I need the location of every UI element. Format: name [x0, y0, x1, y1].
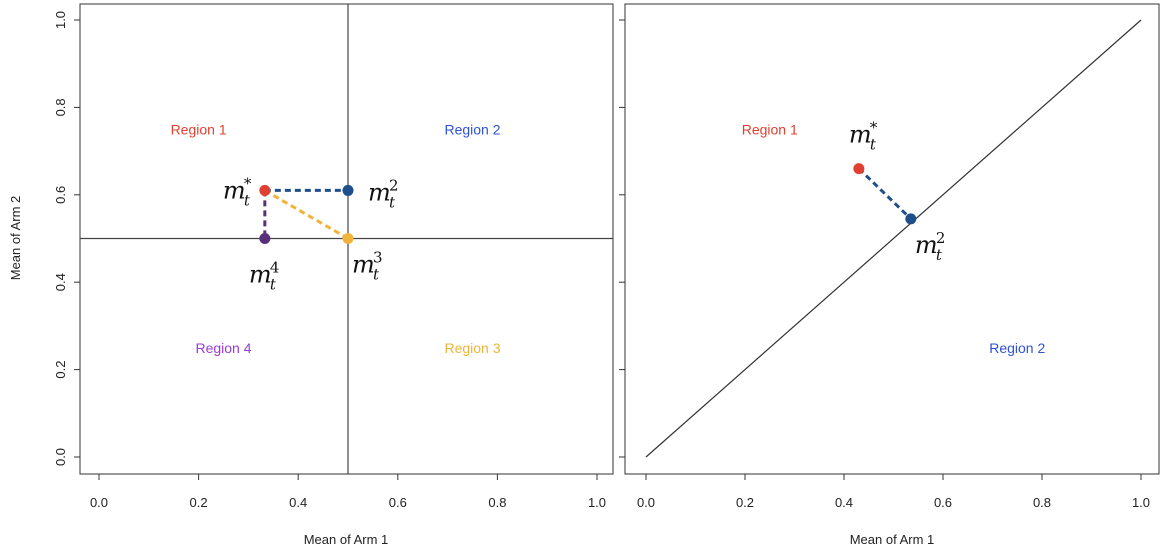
x-tick-label: 0.0 — [637, 495, 655, 510]
point-label: mt2 — [915, 229, 946, 264]
mean-point — [342, 184, 354, 196]
svg-text:t: t — [373, 266, 380, 284]
plot-frame-right — [624, 3, 1160, 475]
region-label: Region 1 — [742, 121, 798, 137]
point-label: mt* — [849, 119, 878, 154]
svg-text:m: m — [368, 178, 391, 206]
y-tick-label: 0.2 — [53, 361, 68, 379]
svg-text:3: 3 — [373, 249, 383, 267]
point-label: mt2 — [368, 176, 399, 211]
svg-text:2: 2 — [936, 229, 946, 247]
x-tick-label: 0.6 — [389, 495, 407, 510]
mean-point — [853, 163, 865, 175]
svg-text:m: m — [352, 251, 375, 279]
distance-segment — [857, 167, 912, 220]
x-tick-label: 0.4 — [289, 495, 307, 510]
svg-text:m: m — [849, 121, 872, 149]
region-label: Region 3 — [444, 340, 500, 356]
x-tick-label: 0.8 — [488, 495, 506, 510]
svg-text:t: t — [870, 136, 877, 154]
y-axis-title-left: Mean of Arm 2 — [8, 196, 23, 281]
svg-text:m: m — [223, 176, 246, 204]
region-label: Region 1 — [171, 121, 227, 137]
mean-point — [259, 233, 271, 244]
mean-point — [342, 233, 354, 244]
region-label: Region 2 — [444, 121, 500, 137]
x-tick-label: 0.6 — [934, 495, 952, 510]
y-tick-label: 0.4 — [53, 273, 68, 291]
x-tick-label: 0.8 — [1033, 495, 1051, 510]
distance-segment — [264, 189, 349, 240]
point-label: mt4 — [249, 259, 280, 294]
x-tick-label: 0.0 — [90, 495, 108, 510]
x-tick-label: 1.0 — [1132, 495, 1150, 510]
svg-text:t: t — [936, 246, 943, 264]
y-tick-label: 1.0 — [53, 11, 68, 29]
svg-text:4: 4 — [270, 259, 280, 277]
y-tick-label: 0.0 — [53, 448, 68, 466]
svg-text:m: m — [915, 231, 938, 259]
x-tick-label: 0.4 — [835, 495, 853, 510]
region-label: Region 2 — [989, 340, 1045, 356]
mean-point — [259, 184, 271, 196]
chart-left: Mean of Arm 1 Mean of Arm 2 0.0 0.2 0.4 0.6… — [8, 3, 614, 547]
point-label: mt* — [223, 174, 252, 209]
x-axis-title-left: Mean of Arm 1 — [304, 532, 389, 547]
svg-text:m: m — [249, 261, 272, 289]
y-tick-label: 0.8 — [53, 98, 68, 116]
svg-text:t: t — [389, 193, 396, 211]
x-tick-label: 1.0 — [588, 495, 606, 510]
region-label: Region 4 — [195, 340, 251, 356]
y-tick-label: 0.6 — [53, 186, 68, 204]
svg-text:*: * — [244, 174, 252, 192]
svg-text:t: t — [270, 276, 277, 294]
x-axis-title-right: Mean of Arm 1 — [850, 532, 935, 547]
boundary-diagonal — [645, 19, 1142, 458]
chart-right: Mean of Arm 1 0.0 0.2 0.4 0.6 0.8 1.0 Region 1… — [619, 3, 1160, 547]
x-tick-label: 0.2 — [736, 495, 754, 510]
svg-text:t: t — [244, 191, 251, 209]
svg-text:2: 2 — [389, 176, 399, 194]
svg-text:*: * — [870, 119, 878, 137]
x-tick-label: 0.2 — [190, 495, 208, 510]
mean-point — [905, 213, 917, 225]
point-label: mt3 — [352, 249, 383, 284]
